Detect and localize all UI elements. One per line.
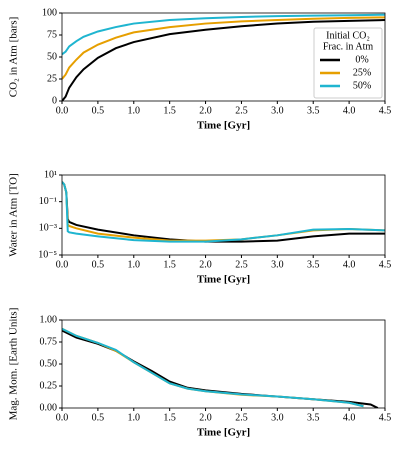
y-tick-label: 10¹	[44, 169, 57, 180]
x-tick-label: 4.0	[343, 105, 356, 116]
y-axis-label: CO₂ in Atm [bars]	[8, 17, 20, 98]
x-tick-label: 2.5	[235, 259, 248, 270]
x-tick-label: 1.5	[163, 105, 176, 116]
y-tick-label: 25	[47, 73, 57, 84]
y-tick-label: 50	[47, 51, 57, 62]
series-line	[62, 181, 385, 243]
x-tick-label: 2.0	[199, 412, 212, 423]
x-tick-label: 3.5	[307, 105, 320, 116]
x-tick-label: 1.0	[128, 412, 141, 423]
x-tick-label: 2.5	[235, 105, 248, 116]
x-tick-label: 1.0	[128, 259, 141, 270]
x-tick-label: 3.5	[307, 412, 320, 423]
x-tick-label: 3.0	[271, 412, 284, 423]
plot-frame	[61, 319, 386, 409]
series-line	[62, 181, 385, 243]
plot-frame	[61, 174, 386, 256]
x-tick-label: 2.0	[199, 105, 212, 116]
series-line	[62, 16, 385, 80]
x-tick-label: 4.5	[379, 105, 392, 116]
y-tick-label: 1.00	[40, 314, 58, 325]
y-tick-label: 10⁻⁵	[38, 249, 57, 260]
x-tick-label: 0.5	[92, 259, 105, 270]
legend-label: 0%	[355, 54, 368, 65]
legend-title: Frac. in Atm	[323, 41, 373, 52]
x-tick-label: 0.5	[92, 412, 105, 423]
x-tick-label: 4.5	[379, 259, 392, 270]
x-tick-label: 4.0	[343, 412, 356, 423]
x-tick-label: 2.0	[199, 259, 212, 270]
x-tick-label: 2.5	[235, 412, 248, 423]
y-tick-label: 75	[47, 29, 57, 40]
x-tick-label: 1.0	[128, 105, 141, 116]
y-axis-label: Water in Atm [TO]	[8, 173, 20, 257]
x-axis-label: Time [Gyr]	[197, 274, 250, 286]
y-tick-label: 0.75	[40, 336, 58, 347]
series-line	[62, 329, 379, 408]
x-tick-label: 3.0	[271, 105, 284, 116]
series-line	[62, 327, 364, 408]
legend-box	[313, 27, 383, 99]
y-tick-label: 10⁻³	[39, 223, 57, 234]
y-tick-label: 0	[52, 95, 57, 106]
series-line	[62, 13, 385, 56]
x-tick-label: 3.0	[271, 259, 284, 270]
legend-label: 50%	[353, 80, 371, 91]
legend-title: Initial CO₂	[326, 30, 370, 41]
x-tick-label: 0.0	[56, 412, 69, 423]
y-tick-label: 0.50	[40, 358, 58, 369]
y-axis-label: Mag. Mom. [Earth Units]	[8, 308, 20, 421]
x-tick-label: 1.5	[163, 412, 176, 423]
x-axis-label: Time [Gyr]	[197, 120, 250, 132]
x-axis-label: Time [Gyr]	[197, 427, 250, 439]
x-tick-label: 4.0	[343, 259, 356, 270]
x-tick-label: 0.5	[92, 105, 105, 116]
y-tick-label: 10⁻¹	[39, 196, 57, 207]
x-tick-label: 0.0	[56, 259, 69, 270]
x-tick-label: 3.5	[307, 259, 320, 270]
legend-label: 25%	[353, 67, 371, 78]
x-tick-label: 1.5	[163, 259, 176, 270]
x-tick-label: 4.5	[379, 412, 392, 423]
x-tick-label: 0.0	[56, 105, 69, 116]
series-line	[62, 19, 385, 101]
series-line	[62, 327, 364, 408]
y-tick-label: 0.00	[40, 402, 58, 413]
y-tick-label: 100	[42, 7, 57, 18]
y-tick-label: 0.25	[40, 380, 58, 391]
